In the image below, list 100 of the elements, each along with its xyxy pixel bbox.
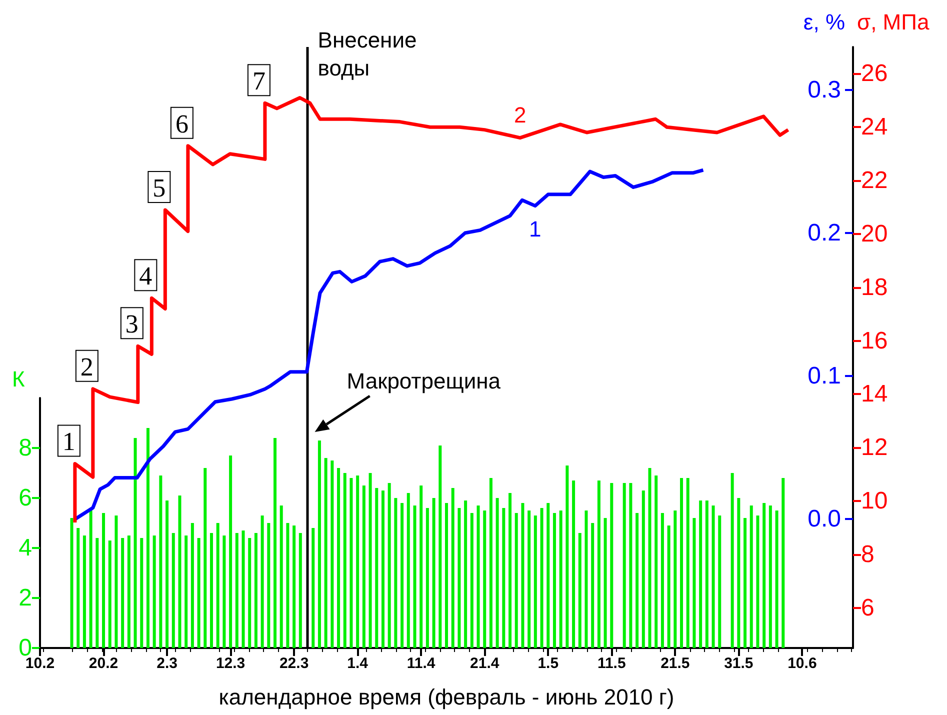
bar: [134, 438, 137, 648]
bar: [572, 480, 576, 648]
bar: [686, 478, 690, 648]
bar: [521, 503, 524, 648]
bar: [584, 510, 588, 648]
bar: [330, 460, 334, 648]
bar: [381, 490, 384, 648]
bar: [190, 523, 194, 648]
bar: [229, 456, 232, 648]
bar: [629, 483, 632, 648]
bar: [172, 533, 175, 648]
bar: [413, 506, 416, 648]
y3-tick-label: 10: [861, 488, 888, 515]
y3-tick-label: 6: [861, 594, 874, 622]
bar: [660, 513, 664, 648]
bar: [400, 503, 404, 648]
bar: [426, 508, 429, 648]
bar: [96, 538, 99, 648]
bar: [121, 538, 124, 648]
series-label: 1: [529, 216, 542, 242]
x-tick-label: 11.5: [597, 655, 626, 672]
y3-tick-label: 14: [861, 380, 888, 408]
x-tick-label: 10.6: [788, 655, 817, 672]
bar: [737, 498, 740, 648]
text: 3: [125, 310, 138, 339]
bar: [298, 533, 302, 648]
line-series: [73, 96, 790, 524]
y-tick-label: 4: [18, 534, 32, 562]
bar: [476, 506, 480, 648]
bar: [768, 506, 772, 648]
x-axis-title: календарное время (февраль - июнь 2010 г): [218, 684, 674, 710]
y3-tick-label: 26: [861, 60, 888, 88]
bar: [705, 500, 708, 648]
bar: [210, 533, 213, 648]
bar: [642, 490, 645, 648]
y3-tick-label: 18: [861, 274, 888, 301]
bar: [248, 538, 252, 648]
bar: [451, 488, 454, 648]
bar: [76, 528, 80, 648]
bar: [636, 513, 639, 648]
y2-tick-label: 0.0: [808, 506, 841, 533]
x-tick-label: 21.5: [660, 655, 690, 672]
x-tick-label: 1.4: [347, 655, 369, 672]
bar: [489, 478, 492, 648]
text: 4: [139, 262, 152, 291]
bar: [197, 538, 200, 648]
y2-tick-label: 0.3: [808, 76, 841, 104]
y-axis-title: К: [12, 366, 25, 392]
y3-tick-label: 20: [861, 220, 888, 248]
bar: [114, 516, 118, 648]
bar: [406, 493, 410, 648]
bar: [362, 486, 366, 648]
text: Макротрещина: [346, 368, 502, 394]
bar: [566, 466, 569, 648]
bar: [483, 510, 486, 648]
bar: [216, 523, 220, 648]
text: 2: [514, 102, 526, 128]
bar: [368, 473, 372, 648]
bar: [699, 500, 702, 648]
bar: [432, 498, 436, 648]
bar: [350, 478, 353, 648]
y3-tick-label: 8: [861, 541, 874, 568]
bar: [222, 536, 226, 648]
x-tick-label: 22.3: [279, 655, 309, 672]
bar: [152, 536, 156, 648]
bar: [508, 493, 512, 648]
bar: [744, 518, 747, 648]
x-tick-label: 21.4: [470, 655, 500, 672]
bar: [718, 516, 722, 648]
bar: [750, 506, 753, 648]
bar: [540, 508, 544, 648]
y-tick-label: 2: [18, 584, 32, 612]
bar: [445, 503, 448, 648]
bar: [458, 508, 461, 648]
annotation: 1: [62, 427, 76, 456]
bar: [756, 516, 760, 648]
bar: [782, 478, 785, 648]
bar: [82, 536, 86, 648]
text: 6: [175, 109, 188, 138]
bar: [343, 473, 346, 648]
bar: [622, 483, 626, 648]
y2-tick-label: 0.1: [808, 362, 841, 390]
bar: [559, 510, 562, 648]
bar: [312, 528, 315, 648]
bar: [604, 518, 607, 648]
bar: [394, 498, 398, 648]
bar: [464, 500, 468, 648]
y-tick-label: 6: [18, 484, 32, 512]
bar: [775, 510, 778, 648]
bar: [356, 476, 360, 648]
bar: [534, 516, 537, 648]
bar: [166, 500, 169, 648]
bar: [502, 508, 506, 648]
bar: [597, 480, 600, 648]
y3-tick-label: 24: [861, 114, 888, 141]
bar: [274, 438, 277, 648]
bar: [552, 513, 556, 648]
x-tick-label: 1.5: [538, 655, 559, 672]
bar: [667, 526, 670, 648]
bar: [108, 540, 112, 648]
